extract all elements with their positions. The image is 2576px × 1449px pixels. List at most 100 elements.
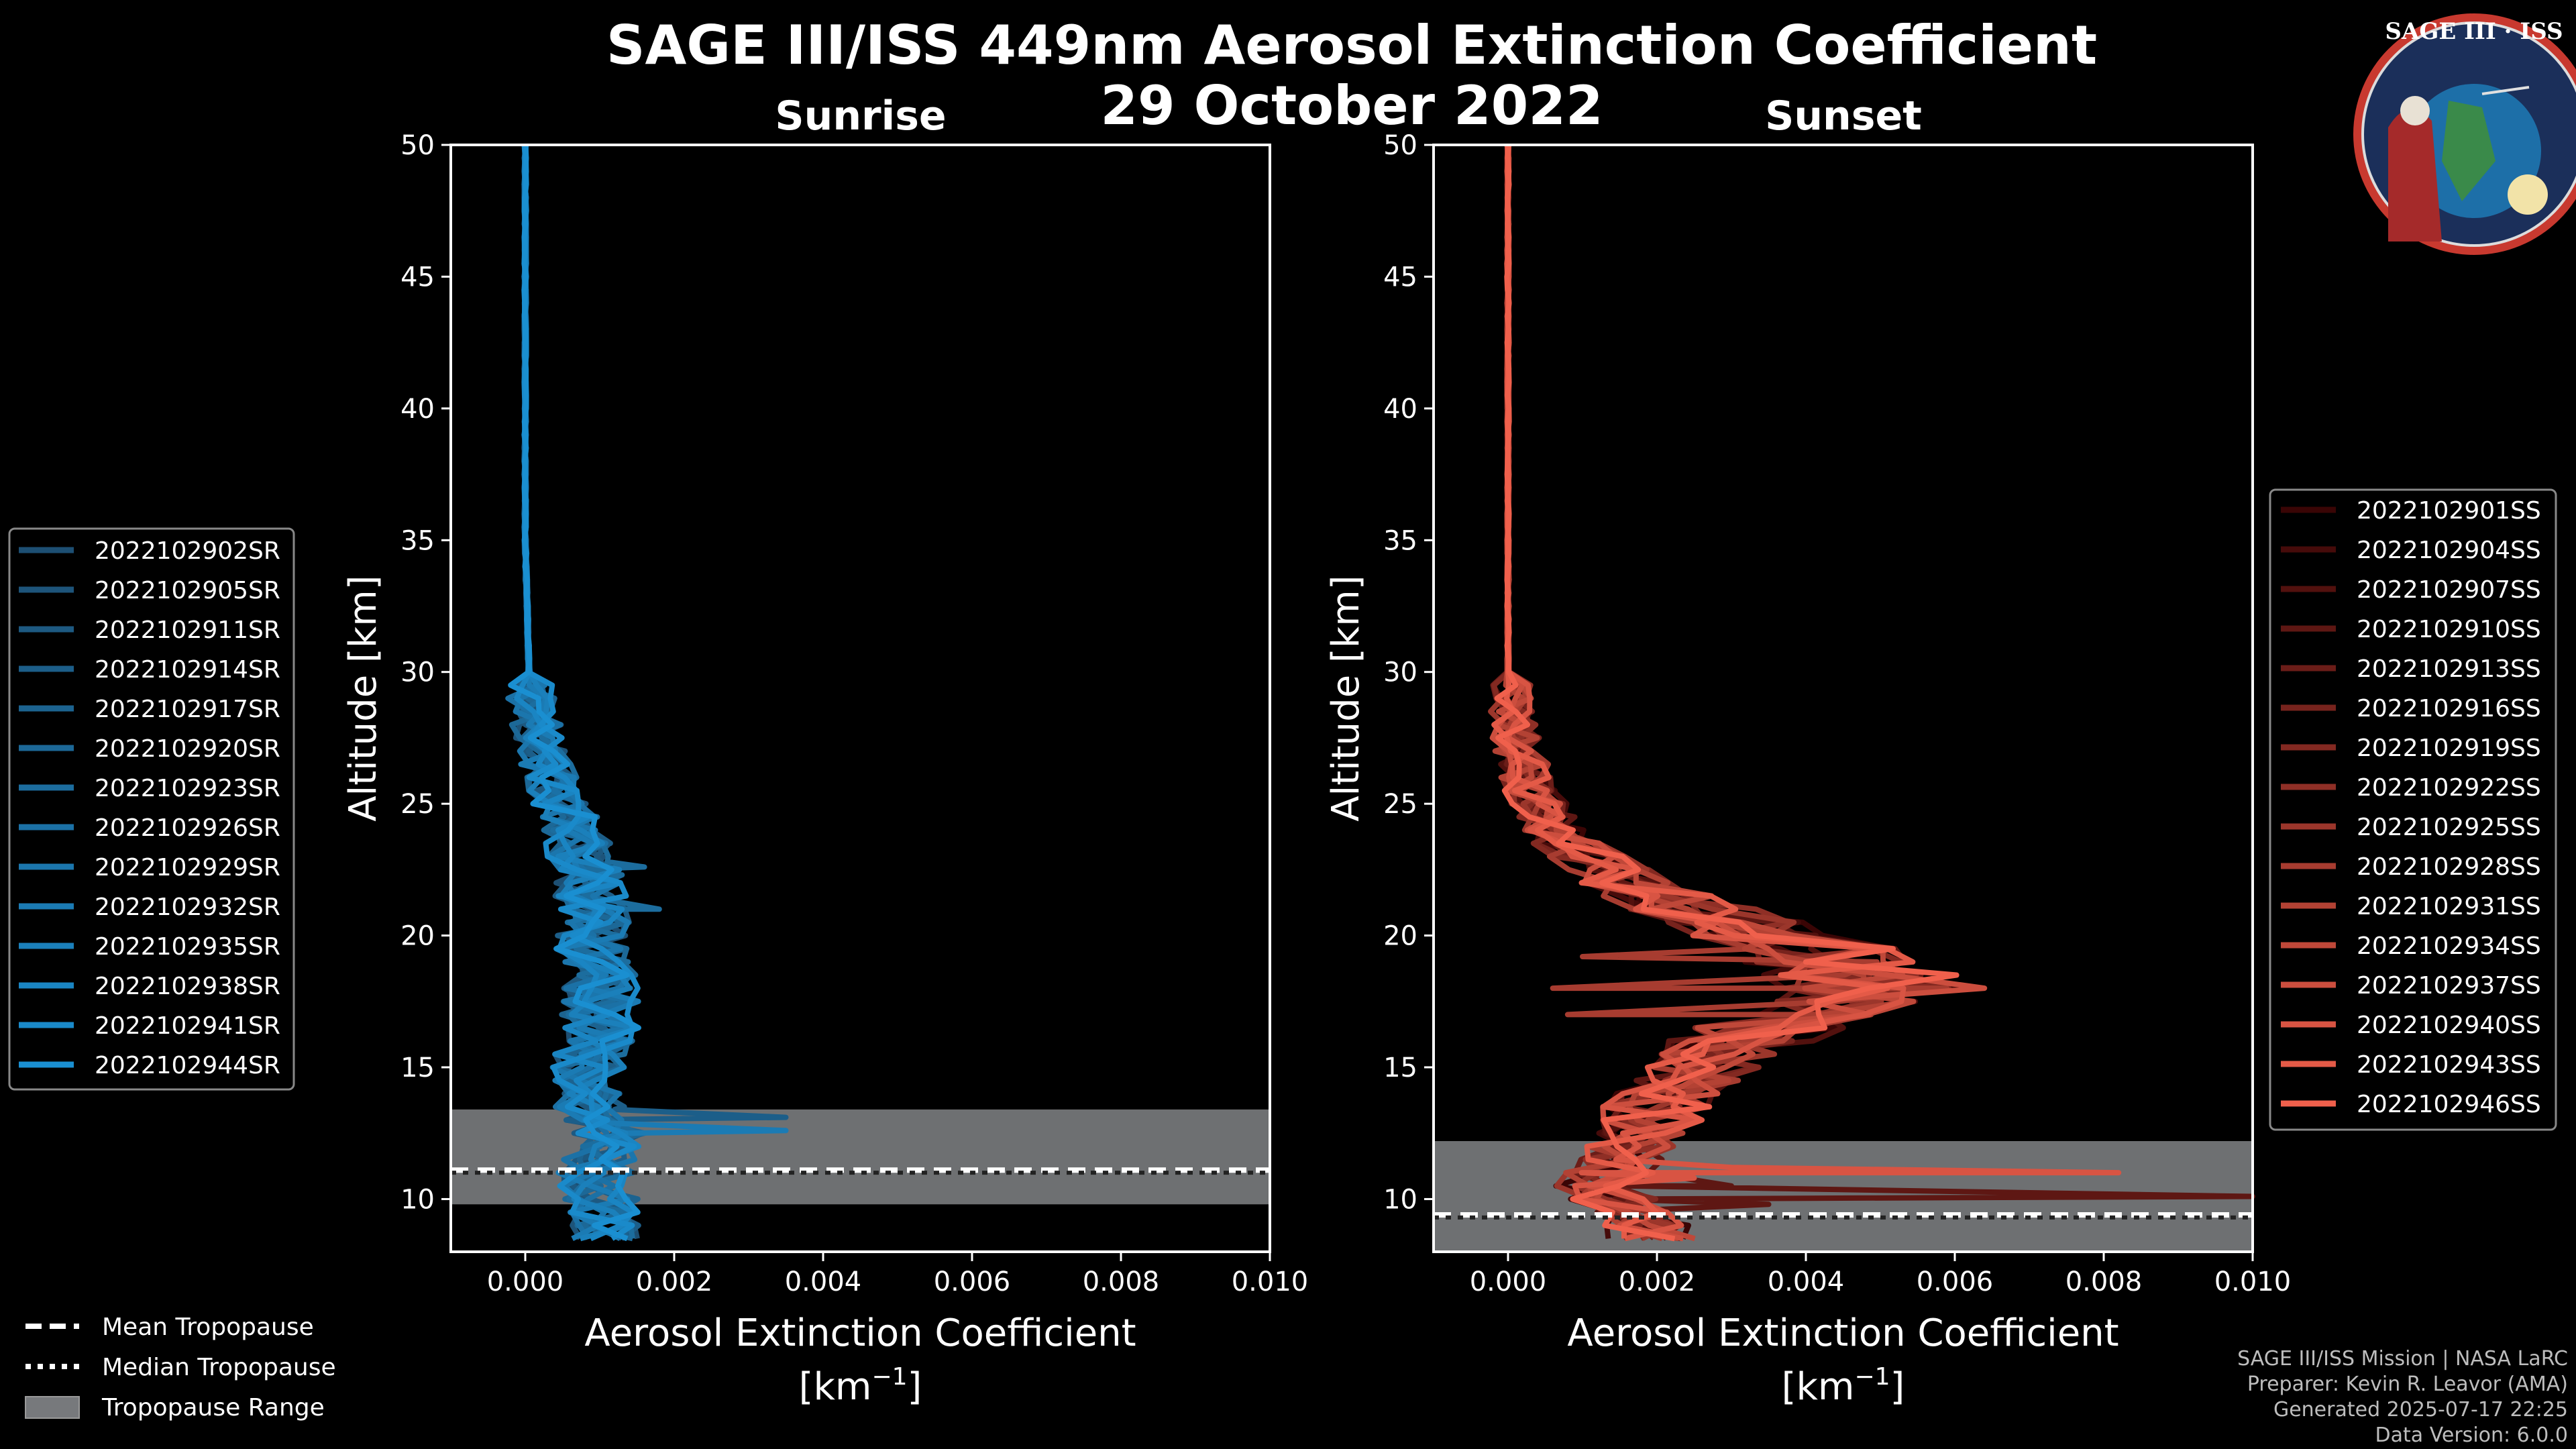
series-line-2022102932SR bbox=[518, 144, 789, 1241]
y-tick-label: 10 bbox=[400, 1184, 435, 1215]
footer-version: Data Version: 6.0.0 bbox=[2375, 1424, 2568, 1447]
sunset-legend: 2022102901SS 2022102904SS 2022102907SS 2022… bbox=[2269, 488, 2557, 1131]
legend-label-2022102922SS: 2022102922SS bbox=[2357, 774, 2541, 802]
footer-preparer: Preparer: Kevin R. Leavor (AMA) bbox=[2247, 1373, 2568, 1396]
y-tick-label: 45 bbox=[1383, 262, 1417, 292]
legend-label-2022102919SS: 2022102919SS bbox=[2357, 735, 2541, 762]
y-tick-label: 30 bbox=[1383, 657, 1417, 688]
y-tick-label: 45 bbox=[400, 262, 435, 292]
y-tick-label: 50 bbox=[1383, 130, 1417, 161]
x-tick-label: 0.000 bbox=[1470, 1267, 1547, 1297]
series-line-2022102910SS bbox=[1493, 144, 2255, 1241]
legend-label-2022102928SS: 2022102928SS bbox=[2357, 853, 2541, 881]
x-axis-unit: [km−1] bbox=[1782, 1363, 1905, 1409]
legend-label-2022102931SS: 2022102931SS bbox=[2357, 893, 2541, 920]
legend-label-2022102920SR: 2022102920SR bbox=[95, 735, 280, 763]
tropopause-range-label: Tropopause Range bbox=[101, 1394, 325, 1421]
tropopause-range-swatch bbox=[25, 1396, 80, 1419]
y-tick-label: 35 bbox=[400, 525, 435, 556]
legend-label-2022102935SR: 2022102935SR bbox=[95, 933, 280, 961]
legend-label-2022102926SR: 2022102926SR bbox=[95, 814, 280, 842]
y-tick-label: 30 bbox=[400, 657, 435, 688]
x-tick-label: 0.010 bbox=[1232, 1267, 1309, 1297]
logo-landmass bbox=[2442, 101, 2496, 201]
legend-label-2022102938SR: 2022102938SR bbox=[95, 973, 280, 1000]
legend-label-2022102904SS: 2022102904SS bbox=[2357, 537, 2541, 564]
x-axis-unit: [km−1] bbox=[799, 1363, 922, 1409]
x-tick-label: 0.008 bbox=[1083, 1267, 1160, 1297]
x-tick-label: 0.006 bbox=[1917, 1267, 1994, 1297]
sunrise-panel: 0.000 0.002 0.004 0.006 0.008 0.010 10 15 20 25 30… bbox=[341, 130, 1308, 1409]
legend-label-2022102911SR: 2022102911SR bbox=[95, 616, 280, 644]
mean-tropopause-label: Mean Tropopause bbox=[102, 1313, 314, 1341]
footer-credits: SAGE III/ISS Mission | NASA LaRC Prepare… bbox=[2237, 1347, 2568, 1447]
legend-label-2022102929SR: 2022102929SR bbox=[95, 854, 280, 881]
x-tick-label: 0.002 bbox=[1619, 1267, 1696, 1297]
footer-mission: SAGE III/ISS Mission | NASA LaRC bbox=[2237, 1347, 2568, 1371]
legend-label-2022102917SR: 2022102917SR bbox=[95, 696, 280, 723]
x-axis-label: Aerosol Extinction Coefficient bbox=[584, 1311, 1136, 1355]
median-tropopause-label: Median Tropopause bbox=[102, 1354, 336, 1381]
series-line-2022102934SS bbox=[1493, 144, 1917, 1242]
x-tick-label: 0.004 bbox=[785, 1267, 862, 1297]
plot-frame bbox=[449, 144, 1271, 1253]
y-tick-label: 40 bbox=[400, 394, 435, 425]
legend-label-2022102941SR: 2022102941SR bbox=[95, 1012, 280, 1040]
y-tick-label: 15 bbox=[400, 1053, 435, 1083]
legend-label-2022102910SS: 2022102910SS bbox=[2357, 616, 2541, 643]
logo-sun bbox=[2508, 174, 2548, 215]
y-tick-label: 20 bbox=[1383, 921, 1417, 952]
series-line-2022102940SS bbox=[1504, 144, 2122, 1242]
legend-label-2022102907SS: 2022102907SS bbox=[2357, 576, 2541, 604]
sunrise-legend: 2022102902SR 2022102905SR 2022102911SR 2022… bbox=[8, 527, 295, 1091]
logo-figure-head bbox=[2400, 96, 2430, 125]
legend-label-2022102943SS: 2022102943SS bbox=[2357, 1051, 2541, 1079]
sunset-legend-frame bbox=[2269, 488, 2557, 1131]
logo-text: SAGE III · ISS bbox=[2385, 18, 2563, 45]
legend-label-2022102925SS: 2022102925SS bbox=[2357, 814, 2541, 841]
legend-label-2022102916SS: 2022102916SS bbox=[2357, 695, 2541, 722]
legend-label-2022102944SR: 2022102944SR bbox=[95, 1052, 280, 1079]
x-axis-label: Aerosol Extinction Coefficient bbox=[1567, 1311, 2118, 1355]
chart-title: SAGE III/ISS 449nm Aerosol Extinction Co… bbox=[606, 14, 2097, 76]
logo-figure bbox=[2388, 109, 2442, 241]
x-tick-label: 0.010 bbox=[2214, 1267, 2292, 1297]
legend-label-2022102902SR: 2022102902SR bbox=[95, 537, 280, 565]
y-tick-label: 35 bbox=[1383, 525, 1417, 556]
series-line-2022102946SS bbox=[1494, 144, 1960, 1242]
legend-label-2022102914SR: 2022102914SR bbox=[95, 656, 280, 684]
legend-label-2022102923SR: 2022102923SR bbox=[95, 775, 280, 802]
legend-label-2022102932SR: 2022102932SR bbox=[95, 894, 280, 921]
legend-label-2022102946SS: 2022102946SS bbox=[2357, 1091, 2541, 1118]
legend-label-2022102901SS: 2022102901SS bbox=[2357, 497, 2541, 525]
x-tick-label: 0.004 bbox=[1768, 1267, 1845, 1297]
x-tick-label: 0.002 bbox=[636, 1267, 713, 1297]
legend-label-2022102940SS: 2022102940SS bbox=[2357, 1012, 2541, 1039]
series-line-2022102944SR bbox=[508, 144, 641, 1242]
y-tick-label: 20 bbox=[400, 921, 435, 952]
legend-label-2022102905SR: 2022102905SR bbox=[95, 577, 280, 604]
sunrise-panel-title: Sunrise bbox=[775, 93, 946, 140]
plot-frame bbox=[1432, 144, 2254, 1253]
logo-station bbox=[2481, 86, 2530, 95]
y-tick-label: 15 bbox=[1383, 1053, 1417, 1083]
x-tick-label: 0.008 bbox=[2065, 1267, 2143, 1297]
y-tick-label: 10 bbox=[1383, 1184, 1417, 1215]
legend-label-2022102913SS: 2022102913SS bbox=[2357, 655, 2541, 683]
x-tick-label: 0.006 bbox=[934, 1267, 1011, 1297]
sunset-panel: 0.000 0.002 0.004 0.006 0.008 0.010 10 15 20 25 30… bbox=[1324, 130, 2291, 1409]
y-tick-label: 50 bbox=[400, 130, 435, 161]
y-tick-label: 25 bbox=[400, 789, 435, 820]
y-axis-label: Altitude [km] bbox=[341, 575, 385, 821]
x-tick-label: 0.000 bbox=[487, 1267, 564, 1297]
footer-generated: Generated 2025-07-17 22:25 bbox=[2273, 1398, 2568, 1421]
sunset-panel-title: Sunset bbox=[1765, 93, 1922, 140]
legend-label-2022102937SS: 2022102937SS bbox=[2357, 972, 2541, 1000]
y-tick-label: 25 bbox=[1383, 789, 1417, 820]
y-tick-label: 40 bbox=[1383, 394, 1417, 425]
y-axis-label: Altitude [km] bbox=[1324, 575, 1368, 821]
sunrise-legend-frame bbox=[8, 527, 295, 1091]
chart-date: 29 October 2022 bbox=[1100, 74, 1603, 137]
legend-label-2022102934SS: 2022102934SS bbox=[2357, 932, 2541, 960]
